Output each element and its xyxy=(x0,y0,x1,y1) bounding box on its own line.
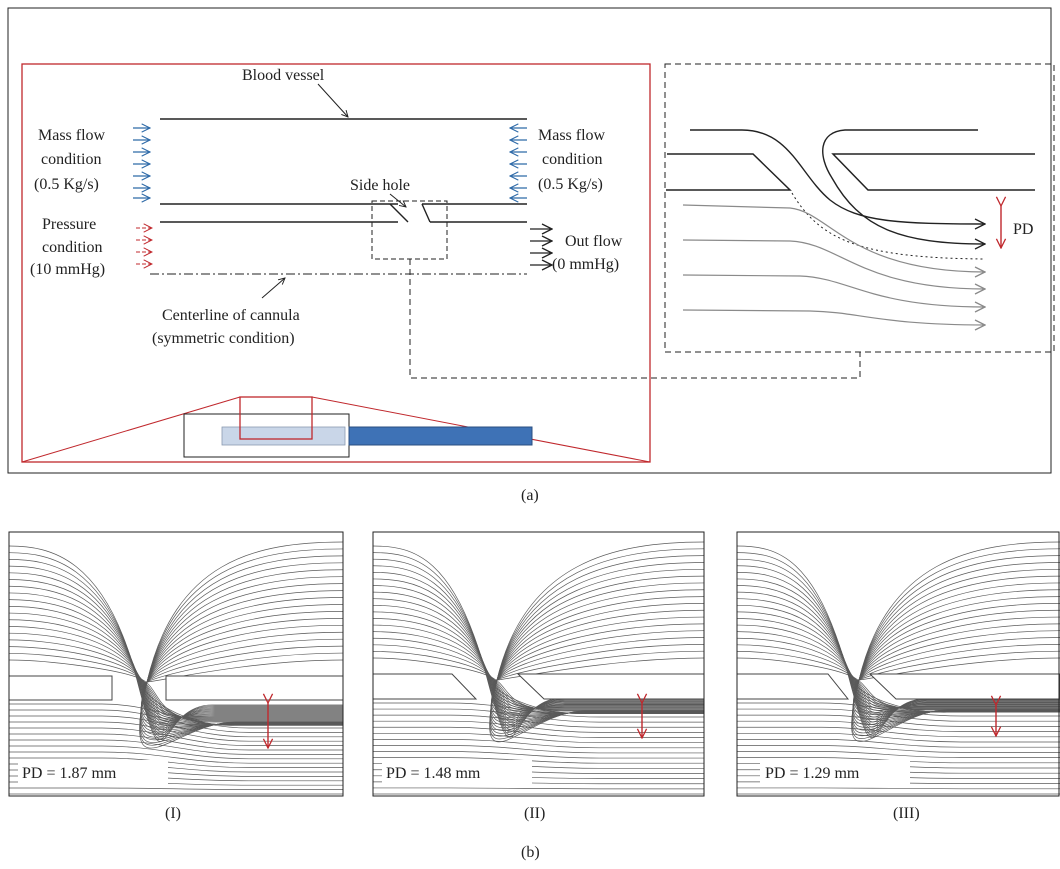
detail-cannula-line-1 xyxy=(682,204,985,272)
detail-dividing-line xyxy=(791,192,986,260)
case-1-roman: (I) xyxy=(165,805,181,822)
case-1-cannula-wall-left xyxy=(9,675,113,701)
overview-zoom-box xyxy=(239,396,313,440)
mass-flow-right-arrows xyxy=(510,128,527,198)
case-2-cannula-wall-right xyxy=(516,673,704,700)
detail-cannula-line-4 xyxy=(682,309,985,325)
detail-connector xyxy=(409,259,861,379)
label-blood-vessel: Blood vessel xyxy=(242,67,325,84)
case-1-pd-bg xyxy=(18,760,168,784)
panel-b: PD = 1.87 mm (I) PD = 1.48 mm (II) xyxy=(8,531,1060,822)
label-pressure-3: (10 mmHg) xyxy=(30,261,105,278)
label-mass-flow-left-1: Mass flow xyxy=(38,127,106,144)
case-3-cannula-wall-right xyxy=(868,673,1060,700)
vessel-pointer xyxy=(317,83,348,117)
side-hole-detail: PD xyxy=(409,63,1055,379)
case-2-streamlines xyxy=(373,541,704,795)
detail-pd-label: PD xyxy=(1013,221,1033,238)
case-3-pd-label: PD = 1.29 mm xyxy=(765,765,860,782)
label-outflow-1: Out flow xyxy=(565,233,623,250)
case-2-roman: (II) xyxy=(524,805,545,822)
zoom-region: Blood vessel Side hole Centerline of can… xyxy=(21,63,651,463)
detail-cannula-line-3 xyxy=(682,274,985,307)
side-hole-edge-left xyxy=(389,203,409,223)
detail-wall-right xyxy=(831,153,1035,191)
detail-jet-line-2 xyxy=(822,129,985,244)
zoom-line-left xyxy=(21,396,241,463)
overview-vessel-fill xyxy=(221,426,346,446)
case-2-jet xyxy=(373,541,704,743)
pressure-arrows xyxy=(136,228,152,264)
case-3: PD = 1.29 mm (III) xyxy=(736,531,1060,822)
case-3-frame xyxy=(736,531,1060,797)
side-hole-edge-right xyxy=(421,203,431,223)
case-3-jet xyxy=(737,541,1060,742)
case-1-cannula-flow xyxy=(9,703,343,795)
case-3-cannula-wall-left xyxy=(737,673,850,700)
label-centerline-1: Centerline of cannula xyxy=(162,307,300,324)
zoom-box xyxy=(21,63,651,463)
label-mass-flow-left-3: (0.5 Kg/s) xyxy=(34,176,99,193)
panel-a: Blood vessel Side hole Centerline of can… xyxy=(7,7,1055,474)
detail-cannula-line-2 xyxy=(682,239,985,289)
overview-diagram xyxy=(183,396,533,458)
overview-cannula xyxy=(348,426,533,446)
label-centerline-2: (symmetric condition) xyxy=(152,330,295,347)
case-1: PD = 1.87 mm (I) xyxy=(8,531,344,822)
case-3-roman: (III) xyxy=(893,805,920,822)
label-side-hole: Side hole xyxy=(350,177,410,194)
outflow-arrows xyxy=(530,229,552,265)
label-mass-flow-left-2: condition xyxy=(41,151,101,168)
caption-a: (a) xyxy=(521,487,539,504)
label-pressure-2: condition xyxy=(42,239,102,256)
case-2-cannula-wall-left xyxy=(373,673,478,700)
centerline-pointer xyxy=(261,278,285,299)
case-1-cannula-wall-right xyxy=(165,675,343,701)
case-1-pd-label: PD = 1.87 mm xyxy=(22,765,117,782)
side-hole-detail-box xyxy=(371,200,448,260)
case-1-streamlines xyxy=(9,541,343,795)
panel-a-frame xyxy=(7,7,1052,474)
case-2-pd-label: PD = 1.48 mm xyxy=(386,765,481,782)
caption-b: (b) xyxy=(521,844,540,861)
label-mass-flow-right-2: condition xyxy=(542,151,602,168)
label-mass-flow-right-1: Mass flow xyxy=(538,127,606,144)
detail-wall-left xyxy=(666,153,792,191)
case-2-frame xyxy=(372,531,705,797)
case-3-streamlines xyxy=(737,541,1060,795)
label-mass-flow-right-3: (0.5 Kg/s) xyxy=(538,176,603,193)
case-2: PD = 1.48 mm (II) xyxy=(372,531,705,822)
case-1-frame xyxy=(8,531,344,797)
label-outflow-2: (0 mmHg) xyxy=(552,256,619,273)
case-1-jet xyxy=(9,541,343,749)
case-3-pd-bg xyxy=(760,760,910,784)
detail-jet-line-1 xyxy=(690,129,985,224)
label-pressure-1: Pressure xyxy=(42,216,96,233)
case-2-pd-bg xyxy=(382,760,532,784)
detail-box xyxy=(664,63,1055,353)
mass-flow-left-arrows xyxy=(133,128,150,198)
